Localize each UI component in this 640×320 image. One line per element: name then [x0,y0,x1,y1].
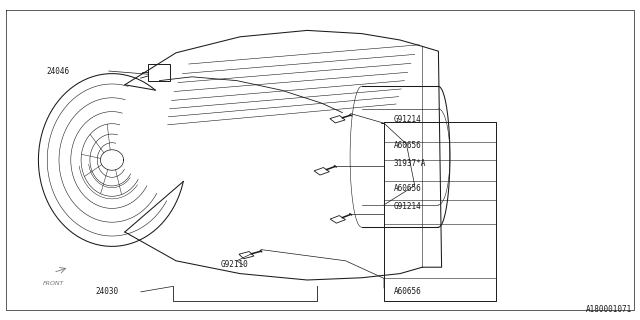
Text: 24046: 24046 [46,67,69,76]
Bar [148,64,170,81]
Text: 24030: 24030 [95,287,118,296]
Text: 31937*A: 31937*A [394,159,426,168]
Text: FRONT: FRONT [42,281,64,286]
Text: A180001071: A180001071 [586,305,632,314]
Text: G92110: G92110 [221,260,248,269]
Text: A60656: A60656 [394,184,421,193]
Text: G91214: G91214 [394,115,421,124]
Text: G91214: G91214 [394,202,421,211]
Text: A60656: A60656 [394,141,421,150]
Text: A60656: A60656 [394,287,421,296]
